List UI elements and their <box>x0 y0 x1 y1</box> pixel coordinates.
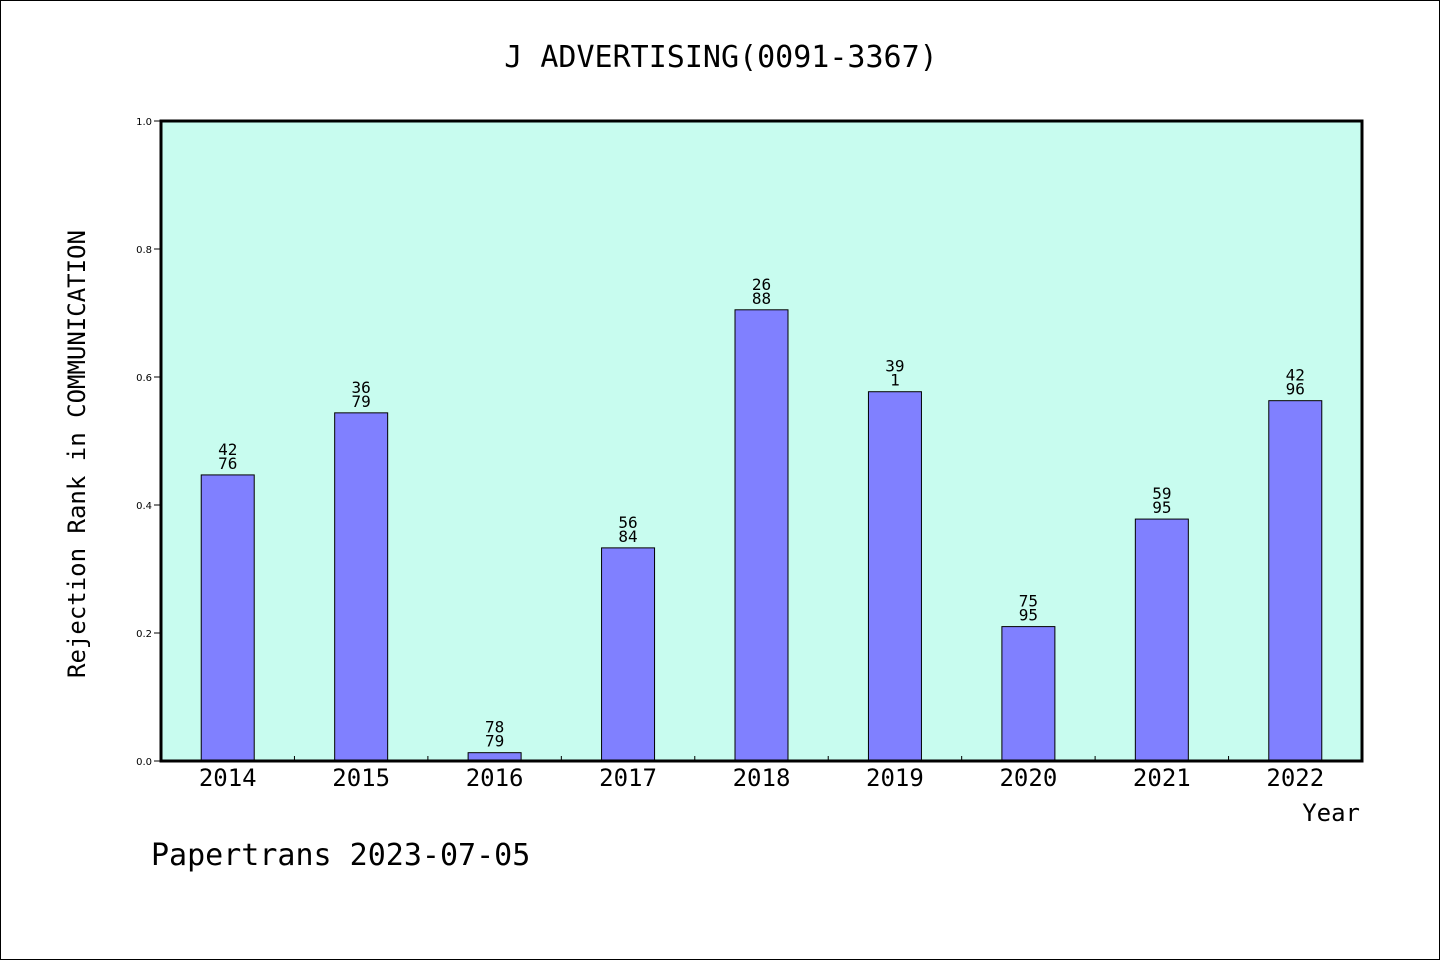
x-tick-label: 2019 <box>866 764 924 792</box>
bar-2017 <box>601 547 656 762</box>
bar-2020 <box>1001 626 1056 762</box>
bar-2014 <box>200 474 255 762</box>
x-axis-label: Year <box>1302 799 1360 827</box>
bar-label-top: 59 <box>1152 484 1171 503</box>
y-axis-label: Rejection Rank in COMMUNICATION <box>63 230 91 678</box>
x-axis-ticks: 2014 2015 2016 2017 2018 2019 2020 2021 2022 <box>199 756 1324 792</box>
x-tick-label: 2021 <box>1133 764 1191 792</box>
bar-label-bottom: 88 <box>752 289 771 308</box>
y-tick-label: 0.4 <box>136 501 152 512</box>
bar-label-top: 26 <box>752 275 771 294</box>
bar-2019 <box>867 391 922 762</box>
bar-label-top: 56 <box>618 513 637 532</box>
bar-2021 <box>1134 518 1189 762</box>
x-tick-label: 2017 <box>599 764 657 792</box>
bar-2018 <box>734 309 789 762</box>
y-tick-label: 0.0 <box>136 757 152 768</box>
bar-label-bottom: 76 <box>218 454 237 473</box>
footer-credit: Papertrans 2023-07-05 <box>151 838 530 873</box>
x-tick-label: 2016 <box>466 764 524 792</box>
bar-label-bottom: 79 <box>485 732 504 751</box>
x-tick-label: 2018 <box>733 764 791 792</box>
bar-label-top: 39 <box>885 357 904 376</box>
bar-label-bottom: 1 <box>890 371 900 390</box>
bar-label-bottom: 95 <box>1152 498 1171 517</box>
y-tick-label: 0.2 <box>136 629 152 640</box>
bar-label-top: 42 <box>1286 366 1305 385</box>
y-tick-label: 0.8 <box>136 245 152 256</box>
bar-label-bottom: 79 <box>352 392 371 411</box>
plot-border <box>159 119 1364 763</box>
chart-title: J ADVERTISING(0091-3367) <box>504 40 937 75</box>
bar-label-top: 75 <box>1019 592 1038 611</box>
bar-label-bottom: 95 <box>1019 606 1038 625</box>
bar-label-top: 78 <box>485 718 504 737</box>
x-tick-label: 2022 <box>1266 764 1324 792</box>
bar-label-top: 36 <box>352 378 371 397</box>
x-tick-label: 2015 <box>332 764 390 792</box>
x-tick-label: 2020 <box>999 764 1057 792</box>
bar-2015 <box>334 412 389 762</box>
bars-group <box>200 309 1323 762</box>
bar-label-bottom: 96 <box>1286 380 1305 399</box>
y-tick-label: 1.0 <box>136 117 152 128</box>
y-tick-label: 0.6 <box>136 373 152 384</box>
bar-label-top: 42 <box>218 440 237 459</box>
bar-2022 <box>1268 400 1323 762</box>
bar-label-bottom: 84 <box>618 527 637 546</box>
x-tick-label: 2014 <box>199 764 257 792</box>
y-axis-ticks: 0.0 0.2 0.4 0.6 0.8 1.0 <box>136 117 161 768</box>
